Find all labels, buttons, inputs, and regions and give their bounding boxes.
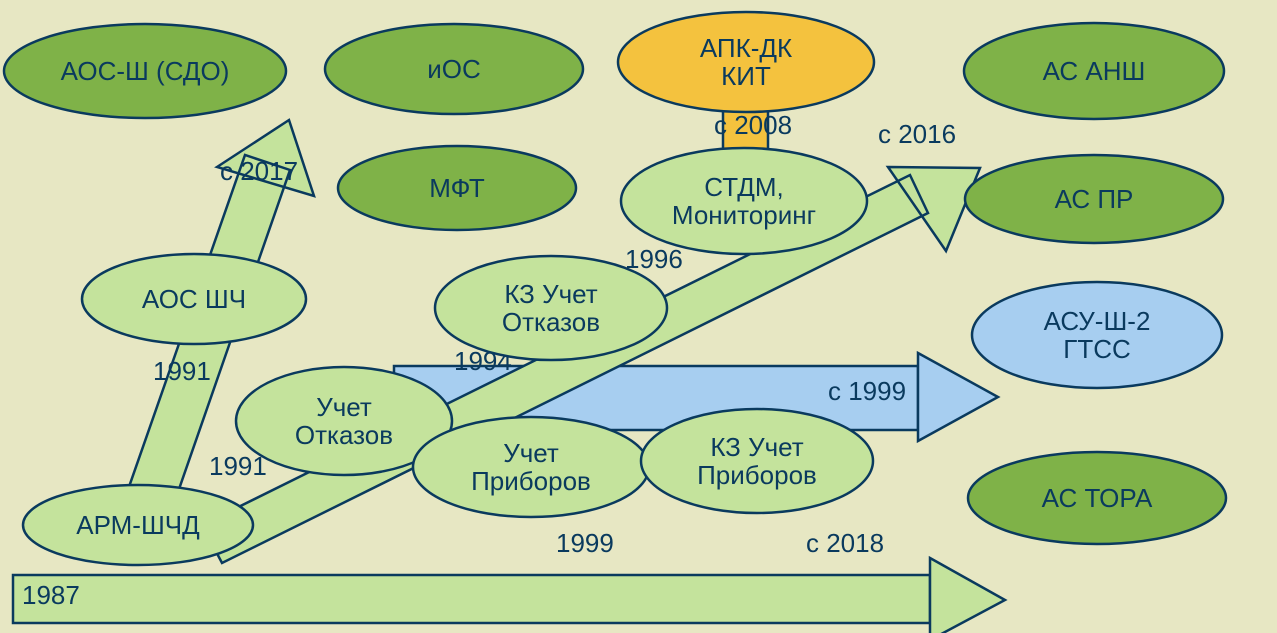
node-as-pr-label-0: АС ПР (1055, 184, 1134, 214)
year-yc1999: с 1999 (828, 376, 906, 406)
node-uchet-prib-label-1: Приборов (471, 466, 591, 496)
node-apk-dk-kit-label-0: АПК-ДК (700, 33, 792, 63)
node-kz-otkaz-label-0: КЗ Учет (504, 279, 597, 309)
node-apk-dk-kit-label-1: КИТ (721, 61, 771, 91)
year-yc2017: с 2017 (220, 156, 298, 186)
node-mft-label-0: МФТ (429, 173, 485, 203)
year-y1996: 1996 (625, 244, 683, 274)
node-stdm-label-0: СТДМ, (704, 172, 783, 202)
year-y1999: 1999 (556, 528, 614, 558)
node-kz-prib-label-0: КЗ Учет (710, 432, 803, 462)
year-y1991b: 1991 (209, 451, 267, 481)
year-yc2016: с 2016 (878, 119, 956, 149)
node-stdm-label-1: Мониторинг (672, 200, 816, 230)
node-aos-shch-label-0: АОС ШЧ (142, 284, 246, 314)
node-asu-sh2-label-1: ГТСС (1063, 334, 1131, 364)
year-y1987: 1987 (22, 580, 80, 610)
node-asu-sh2-label-0: АСУ-Ш-2 (1044, 306, 1151, 336)
node-as-tora-label-0: АС ТОРА (1042, 483, 1153, 513)
node-as-ansh-label-0: АС АНШ (1043, 56, 1146, 86)
year-yc2018: с 2018 (806, 528, 884, 558)
arrow-bottom-long (13, 575, 930, 623)
node-arm-shchd-label-0: АРМ-ШЧД (76, 510, 200, 540)
year-yc2008: с 2008 (714, 110, 792, 140)
node-uchet-otkaz-label-1: Отказов (295, 420, 393, 450)
node-aos-sdo-label-0: АОС-Ш (СДО) (61, 56, 230, 86)
node-kz-prib-label-1: Приборов (697, 460, 817, 490)
node-uchet-otkaz-label-0: Учет (316, 392, 372, 422)
node-uchet-prib-label-0: Учет (503, 438, 559, 468)
node-kz-otkaz-label-1: Отказов (502, 307, 600, 337)
year-y1991a: 1991 (153, 356, 211, 386)
node-ios-label-0: иОС (427, 54, 481, 84)
